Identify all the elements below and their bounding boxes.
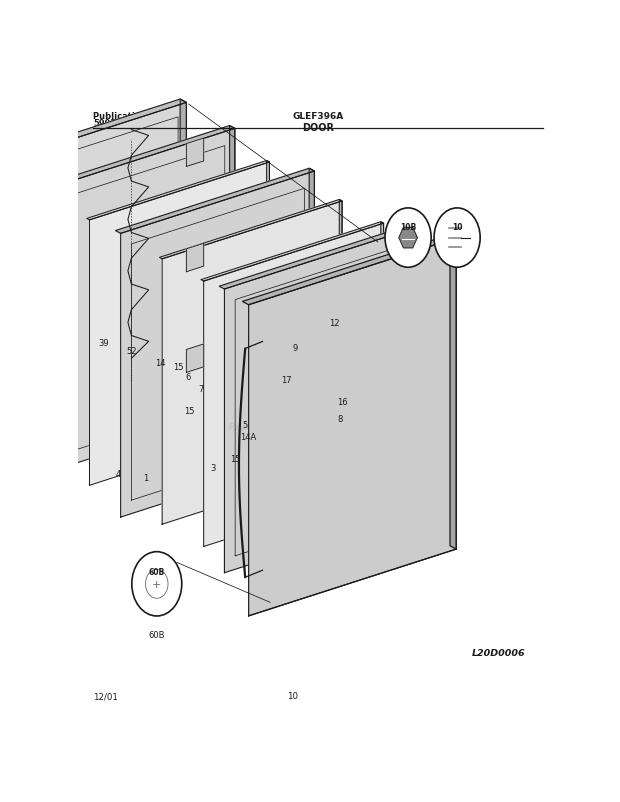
Polygon shape bbox=[238, 257, 297, 504]
Text: 17: 17 bbox=[281, 376, 292, 385]
Text: 6: 6 bbox=[185, 372, 191, 381]
Text: GLEF396A: GLEF396A bbox=[292, 111, 343, 120]
Polygon shape bbox=[41, 129, 235, 475]
Text: 16: 16 bbox=[337, 398, 348, 407]
Text: 14A: 14A bbox=[240, 432, 256, 442]
Polygon shape bbox=[0, 100, 187, 165]
Text: L20D0006: L20D0006 bbox=[471, 648, 525, 657]
Text: ReplacementParts.com: ReplacementParts.com bbox=[229, 422, 339, 431]
Text: 7: 7 bbox=[199, 384, 204, 394]
Polygon shape bbox=[235, 255, 297, 276]
Polygon shape bbox=[204, 224, 384, 547]
Text: 60B: 60B bbox=[149, 630, 165, 638]
Polygon shape bbox=[36, 127, 235, 192]
Text: 8: 8 bbox=[338, 414, 343, 423]
Polygon shape bbox=[224, 228, 418, 573]
Circle shape bbox=[434, 209, 480, 268]
Polygon shape bbox=[381, 222, 384, 489]
Polygon shape bbox=[294, 255, 297, 485]
Text: 15: 15 bbox=[173, 363, 184, 372]
Polygon shape bbox=[187, 139, 204, 168]
Polygon shape bbox=[187, 244, 204, 273]
Text: 1: 1 bbox=[143, 473, 148, 482]
Polygon shape bbox=[339, 200, 342, 467]
Text: 12/01: 12/01 bbox=[93, 691, 118, 700]
Text: 5: 5 bbox=[242, 420, 247, 429]
Text: 39: 39 bbox=[99, 338, 109, 348]
Text: 52: 52 bbox=[126, 346, 136, 356]
Polygon shape bbox=[162, 202, 342, 525]
Text: 60B: 60B bbox=[149, 567, 165, 577]
Text: 5995362489: 5995362489 bbox=[93, 119, 151, 128]
Polygon shape bbox=[450, 235, 456, 549]
Text: 9: 9 bbox=[293, 343, 298, 352]
Polygon shape bbox=[413, 225, 418, 511]
Polygon shape bbox=[121, 172, 314, 517]
Text: +: + bbox=[152, 579, 161, 589]
Text: 15: 15 bbox=[230, 454, 241, 464]
Polygon shape bbox=[89, 163, 270, 486]
Text: 12: 12 bbox=[329, 319, 340, 328]
Text: 14: 14 bbox=[155, 358, 166, 367]
Text: DOOR: DOOR bbox=[302, 123, 334, 133]
Text: 10: 10 bbox=[286, 691, 298, 700]
Polygon shape bbox=[309, 169, 314, 456]
Text: Publication No.: Publication No. bbox=[93, 111, 166, 120]
Polygon shape bbox=[219, 225, 418, 290]
Polygon shape bbox=[242, 235, 456, 306]
Polygon shape bbox=[201, 222, 384, 282]
Polygon shape bbox=[159, 200, 342, 260]
Circle shape bbox=[132, 552, 182, 616]
Polygon shape bbox=[115, 169, 314, 234]
Text: 10: 10 bbox=[452, 222, 463, 232]
Polygon shape bbox=[187, 345, 204, 373]
Polygon shape bbox=[180, 100, 187, 387]
Text: 3: 3 bbox=[211, 464, 216, 472]
Circle shape bbox=[385, 209, 431, 268]
Text: 4: 4 bbox=[116, 470, 121, 479]
Polygon shape bbox=[229, 127, 235, 412]
Text: 15: 15 bbox=[184, 407, 194, 415]
Polygon shape bbox=[399, 228, 417, 249]
Polygon shape bbox=[0, 103, 187, 449]
Polygon shape bbox=[267, 161, 270, 427]
Text: 10B: 10B bbox=[400, 222, 416, 232]
Polygon shape bbox=[87, 161, 270, 221]
Polygon shape bbox=[249, 239, 456, 616]
